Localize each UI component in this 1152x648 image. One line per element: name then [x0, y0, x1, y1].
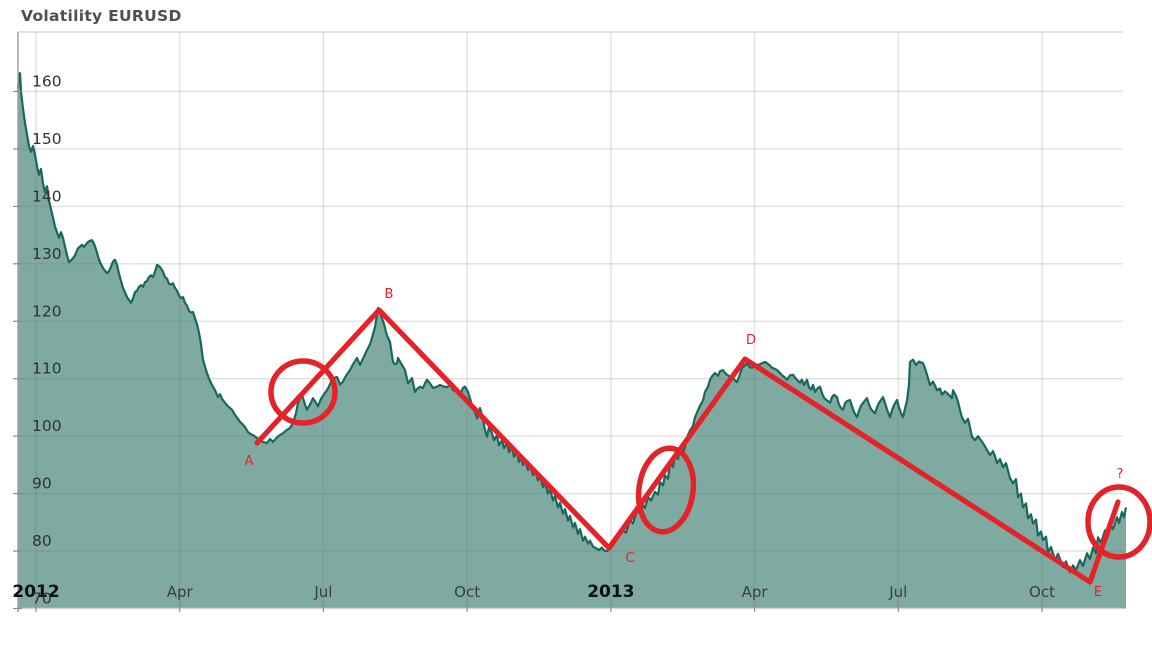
red-annotation-layer: A B C D E? [245, 287, 1152, 600]
plot-border-layer [17, 31, 1123, 612]
x-axis-label: Oct [454, 583, 480, 601]
chart-title: Volatility EURUSD [21, 7, 182, 25]
y-axis-label: 100 [32, 417, 62, 435]
curve-layer [16, 72, 1128, 574]
y-axis-label: 160 [32, 73, 62, 91]
swing-point-label: E [1094, 585, 1102, 600]
y-axis-label: 110 [32, 360, 62, 378]
y-axis-label: 140 [32, 187, 62, 205]
highlight-circle [268, 358, 338, 426]
swing-point-label: A [245, 454, 254, 469]
x-axis-label: Apr [167, 583, 194, 601]
swing-point-label: C [625, 551, 634, 566]
highlight-circle [1085, 484, 1152, 560]
x-axis-label: Apr [742, 583, 769, 601]
x-axis-label: Jul [313, 583, 332, 601]
x-axis-label: Oct [1029, 583, 1055, 601]
x-axis-label: 2012 [12, 582, 59, 602]
x-axis-label: Jul [888, 583, 907, 601]
area-series-layer [18, 73, 1126, 609]
y-axis-label: 70 [32, 590, 52, 608]
y-axis-label: 80 [32, 532, 52, 550]
swing-point-label: B [385, 287, 394, 302]
x-axis-label: 2013 [587, 582, 634, 602]
y-axis-labels-layer: 160 150 140 130 120 110 100 90 80 70 [32, 73, 62, 608]
y-axis-label: 90 [32, 475, 52, 493]
y-axis-label: 120 [32, 302, 62, 320]
volatility-area-fill [18, 73, 1126, 609]
swing-point-label: ? [1117, 467, 1124, 482]
volatility-curve [16, 72, 1128, 574]
trend-line [254, 307, 1121, 585]
y-axis-label: 150 [32, 130, 62, 148]
axis-tick-layer [13, 90, 1043, 612]
gridline-layer [18, 32, 1123, 609]
highlight-circle [635, 445, 697, 535]
x-axis-labels-layer: 2012 Apr Jul Oct 2013 Apr Jul Oct [12, 582, 1055, 602]
y-axis-label: 130 [32, 245, 62, 263]
swing-point-label: D [746, 333, 756, 348]
